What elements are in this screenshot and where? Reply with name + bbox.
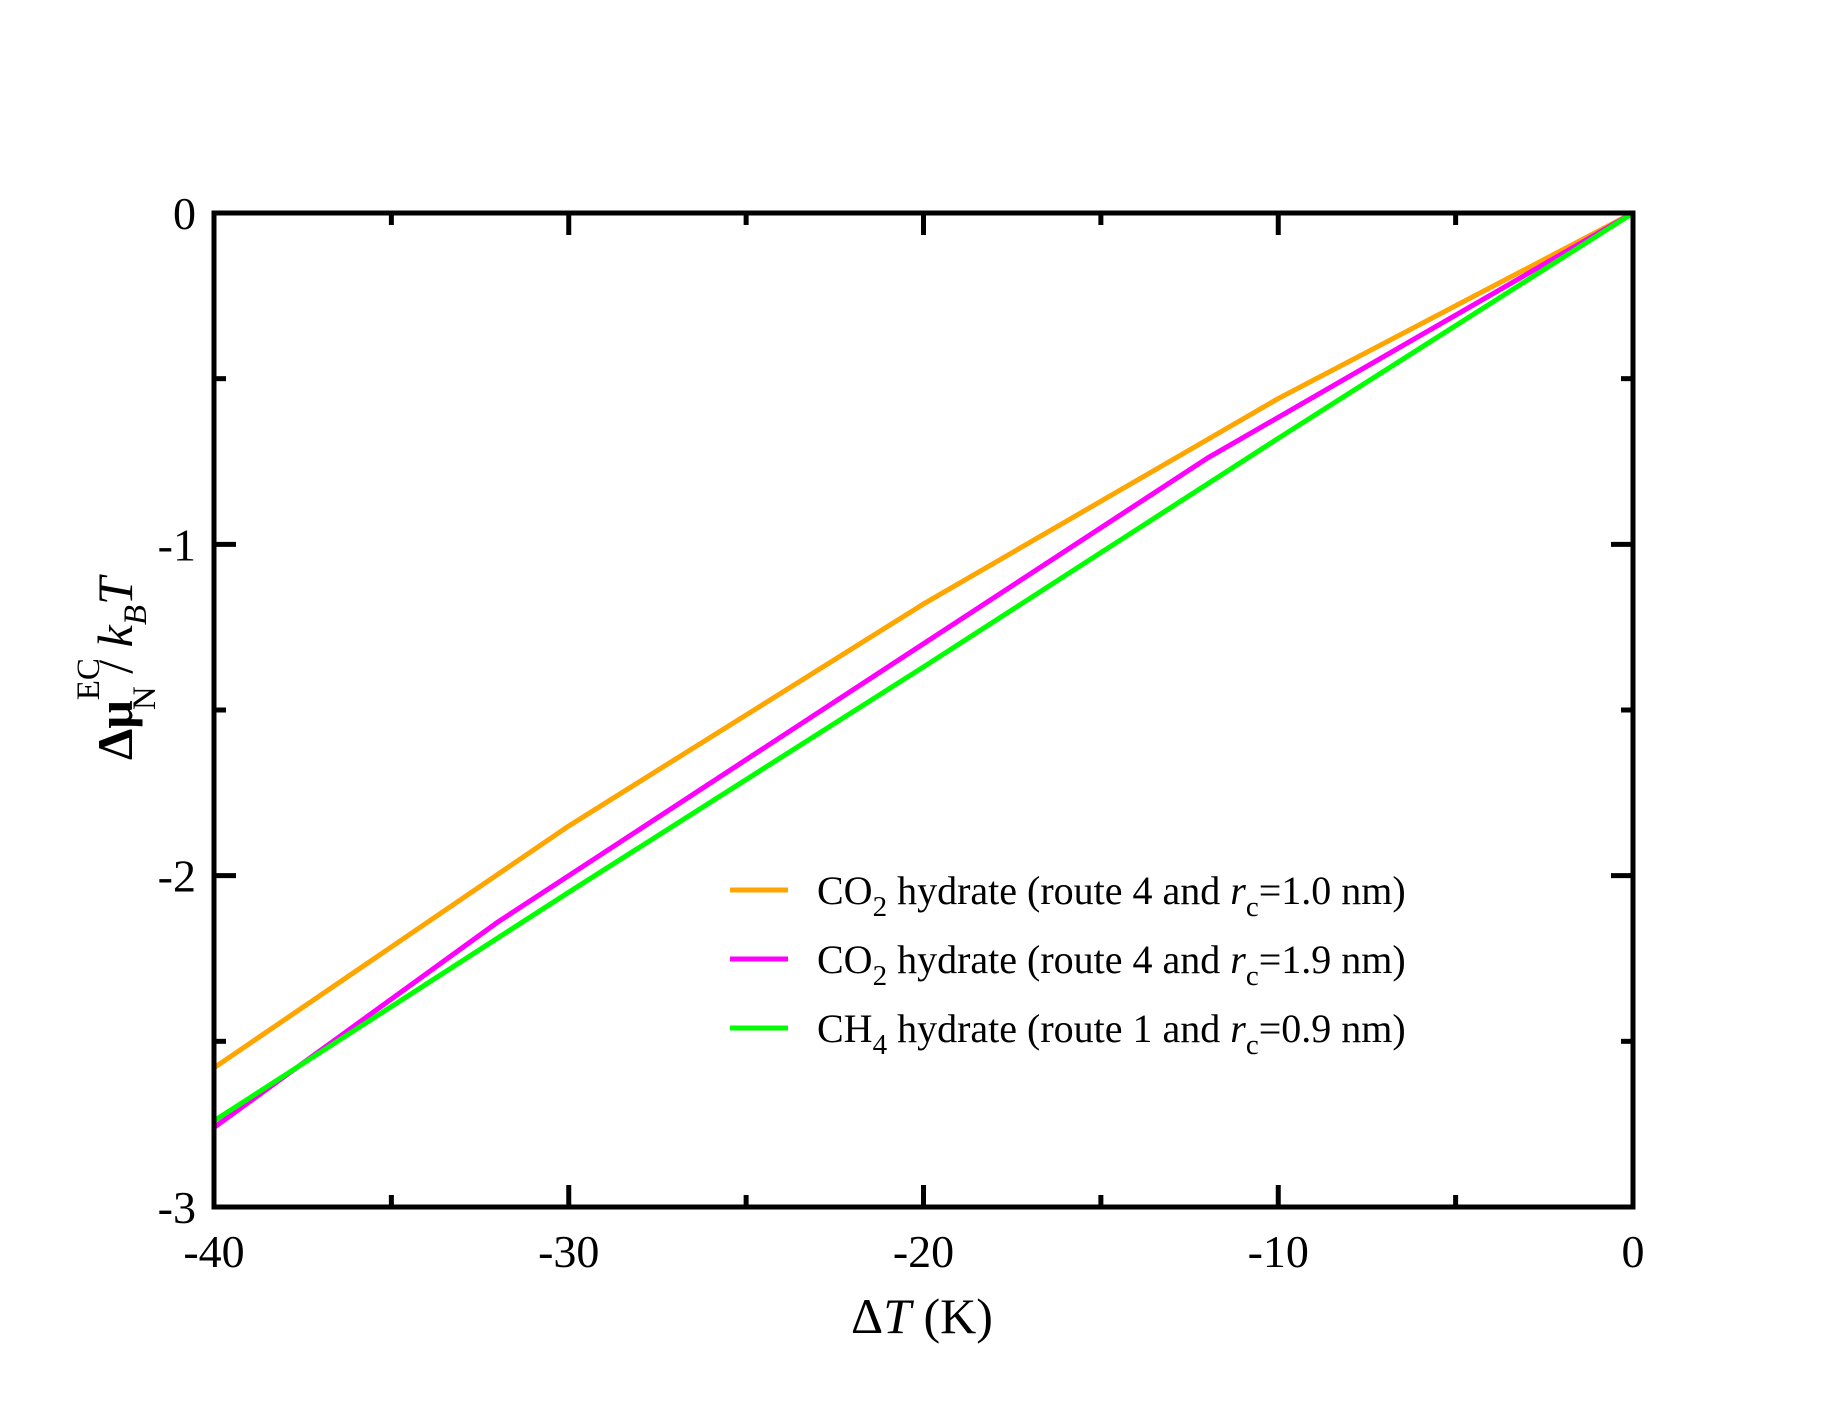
- series-line-2: [212, 210, 1635, 1130]
- x-tick-label: -10: [1248, 1226, 1309, 1277]
- legend-label-2: CO2 hydrate (route 4 and rc=1.9 nm): [817, 937, 1406, 992]
- y-tick-label: 0: [173, 188, 196, 239]
- legend-label-1: CO2 hydrate (route 4 and rc=1.0 nm): [817, 868, 1406, 923]
- y-tick-label: -3: [158, 1182, 196, 1233]
- plot-area: [211, 210, 1636, 1210]
- series-line-1: [212, 210, 1635, 1070]
- y-tick-label: -1: [158, 519, 196, 570]
- x-tick-label: 0: [1622, 1226, 1645, 1277]
- x-tick-label: -20: [893, 1226, 954, 1277]
- plot-frame: [211, 210, 1636, 1210]
- legend-label-3: CH4 hydrate (route 1 and rc=0.9 nm): [817, 1006, 1406, 1061]
- x-tick-label: -40: [183, 1226, 244, 1277]
- y-axis-title: ΔμEC N / kBT: [71, 574, 163, 760]
- y-tick-label: -2: [158, 851, 196, 902]
- x-axis-title: ΔT (K): [851, 1288, 993, 1344]
- series-line-3: [212, 210, 1635, 1123]
- axis-ticks: [211, 210, 1636, 1210]
- tick-labels: -40 -30 -20 -10 0-3-2-10: [158, 188, 1645, 1277]
- legend: CO2 hydrate (route 4 and rc=1.0 nm) CO2 h…: [730, 868, 1406, 1061]
- x-tick-label: -30: [538, 1226, 599, 1277]
